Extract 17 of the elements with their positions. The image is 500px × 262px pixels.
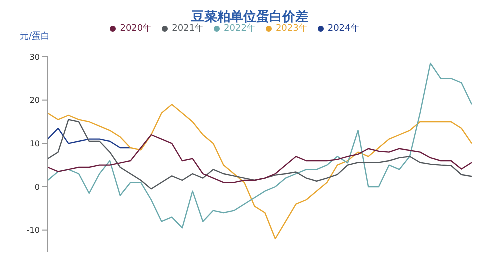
line-series <box>47 104 473 240</box>
line-series <box>47 62 473 229</box>
chart-title: 豆菜粕单位蛋白价差 <box>192 10 308 25</box>
legend-label: 2022年 <box>224 24 256 34</box>
line-series <box>47 128 132 149</box>
legend-label: 2023年 <box>276 24 308 34</box>
legend-label: 2024年 <box>328 24 360 34</box>
y-tick-label: 20 <box>30 96 40 106</box>
line-series <box>47 134 473 184</box>
line-series <box>47 119 473 190</box>
y-tick-label: 0 <box>34 182 40 192</box>
y-axis-title: 元/蛋白 <box>20 30 50 43</box>
legend-label: 2021年 <box>172 24 204 34</box>
y-tick-label: 10 <box>30 140 40 149</box>
legend-label: 2020年 <box>120 24 152 34</box>
y-tick-label: 30 <box>30 52 40 62</box>
y-tick-label: -10 <box>26 226 40 236</box>
